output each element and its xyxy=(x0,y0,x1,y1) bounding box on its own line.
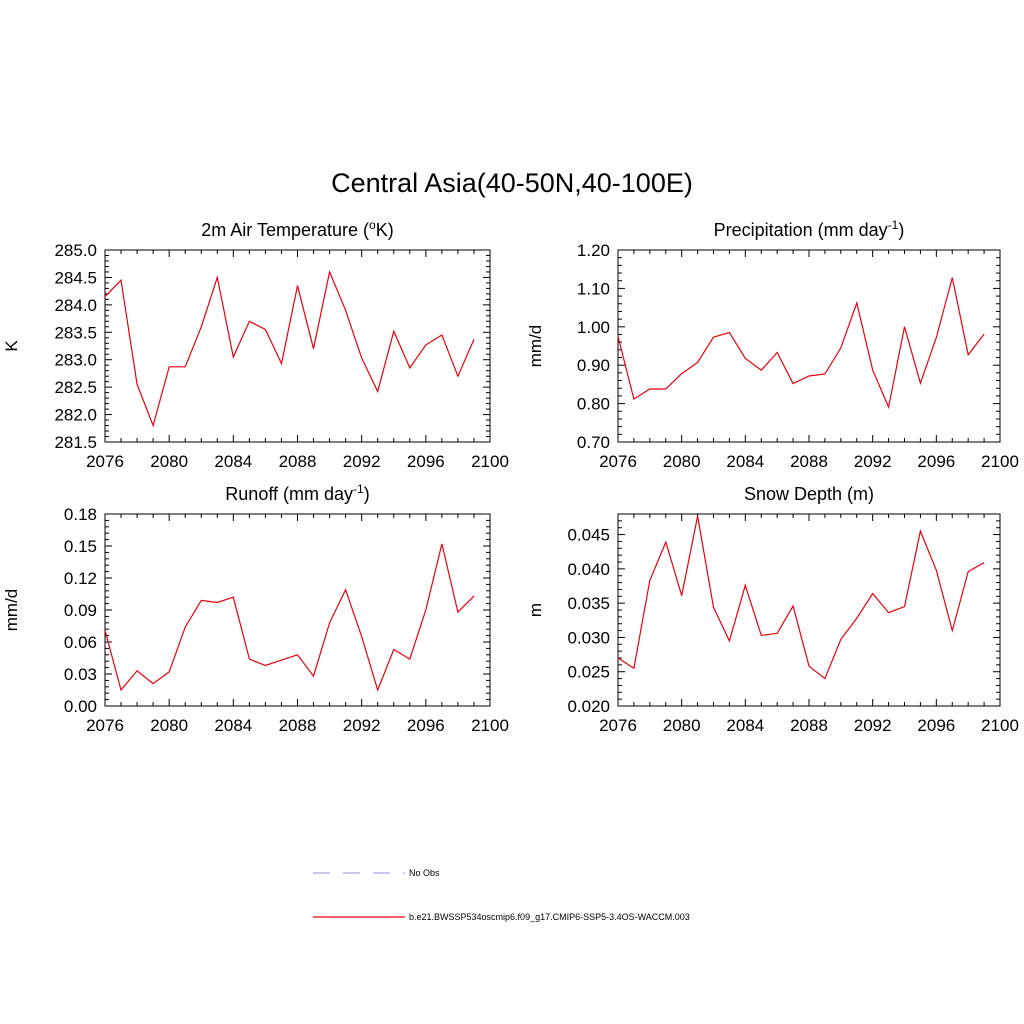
series-line xyxy=(104,269,475,428)
legend-item: b.e21.BWSSP534oscmip6.f09_g17.CMIP6-SSP5… xyxy=(313,912,690,922)
panel-title: Snow Depth (m) xyxy=(744,484,874,504)
y-tick-label: 0.00 xyxy=(64,697,97,716)
series-line xyxy=(617,277,985,410)
x-tick-label: 2092 xyxy=(854,452,892,471)
y-tick-label: 0.80 xyxy=(577,395,610,414)
series-line xyxy=(104,543,475,692)
plot-frame xyxy=(104,249,491,443)
x-tick-label: 2096 xyxy=(407,452,445,471)
y-tick-label: 0.020 xyxy=(567,697,610,716)
panel-runoff: 2076 2080 2084 2088 2092 2096 2100 0.18 0.15 0.12… xyxy=(2,482,509,735)
x-tick-label: 2084 xyxy=(726,452,764,471)
y-tick-label: 0.045 xyxy=(567,526,610,545)
panel-title: Precipitation (mm day-1) xyxy=(714,218,905,240)
x-tick-label: 2080 xyxy=(663,716,701,735)
y-tick-label: 0.040 xyxy=(567,560,610,579)
y-tick-label: 0.025 xyxy=(567,663,610,682)
y-tick-label: 282.0 xyxy=(54,406,97,425)
y-tick-label: 0.15 xyxy=(64,537,97,556)
x-tick-label: 2092 xyxy=(854,716,892,735)
legend: No Obs b.e21.BWSSP534oscmip6.f09_g17.CMIP… xyxy=(313,868,690,922)
y-tick-label: 0.18 xyxy=(64,505,97,524)
x-tick-label: 2092 xyxy=(343,452,381,471)
y-axis-label: mm/d xyxy=(2,589,21,632)
y-tick-label: 0.030 xyxy=(567,628,610,647)
chart-panels: 2076 2080 2084 2088 2092 2096 2100 285.0 284.5 28… xyxy=(2,218,1019,735)
x-tick-label: 2088 xyxy=(279,452,317,471)
x-tick-label: 2096 xyxy=(917,452,955,471)
x-tick-label: 2096 xyxy=(917,716,955,735)
y-tick-label: 282.5 xyxy=(54,378,97,397)
y-axis-label: K xyxy=(2,340,21,352)
panel-temperature: 2076 2080 2084 2088 2092 2096 2100 285.0 284.5 28… xyxy=(2,218,509,471)
x-tick-label: 2088 xyxy=(790,452,828,471)
y-tick-label: 285.0 xyxy=(54,241,97,260)
y-tick-label: 0.12 xyxy=(64,569,97,588)
y-tick-label: 0.03 xyxy=(64,665,97,684)
y-tick-label: 284.0 xyxy=(54,296,97,315)
y-axis-label: mm/d xyxy=(526,325,545,368)
y-tick-label: 281.5 xyxy=(54,433,97,452)
x-tick-label: 2084 xyxy=(214,452,252,471)
x-tick-label: 2100 xyxy=(981,716,1019,735)
x-tick-label: 2100 xyxy=(471,716,509,735)
panel-title: 2m Air Temperature (oK) xyxy=(201,218,393,240)
x-tick-label: 2076 xyxy=(599,452,637,471)
plot-frame xyxy=(617,513,1001,707)
x-tick-label: 2088 xyxy=(279,716,317,735)
x-tick-label: 2096 xyxy=(407,716,445,735)
y-tick-label: 0.06 xyxy=(64,633,97,652)
y-tick-label: 1.00 xyxy=(577,318,610,337)
x-tick-label: 2080 xyxy=(150,716,188,735)
y-tick-label: 283.5 xyxy=(54,323,97,342)
y-tick-label: 0.90 xyxy=(577,356,610,375)
panel-precipitation: 2076 2080 2084 2088 2092 2096 2100 1.20 1.10 1.00… xyxy=(526,218,1019,471)
x-tick-label: 2092 xyxy=(343,716,381,735)
y-tick-label: 0.035 xyxy=(567,594,610,613)
y-tick-label: 284.5 xyxy=(54,268,97,287)
x-tick-label: 2100 xyxy=(981,452,1019,471)
panel-title: Runoff (mm day-1) xyxy=(225,482,369,504)
y-tick-label: 283.0 xyxy=(54,351,97,370)
x-tick-label: 2076 xyxy=(86,716,124,735)
x-tick-label: 2076 xyxy=(86,452,124,471)
x-tick-label: 2084 xyxy=(214,716,252,735)
x-tick-label: 2080 xyxy=(150,452,188,471)
x-tick-label: 2076 xyxy=(599,716,637,735)
x-tick-label: 2100 xyxy=(471,452,509,471)
figure-title: Central Asia(40-50N,40-100E) xyxy=(331,168,693,198)
panel-snow-depth: 2076 2080 2084 2088 2092 2096 2100 0.045 0.040 0.… xyxy=(526,484,1019,735)
y-tick-label: 1.20 xyxy=(577,241,610,260)
y-axis-label: m xyxy=(526,603,545,617)
legend-label: b.e21.BWSSP534oscmip6.f09_g17.CMIP6-SSP5… xyxy=(409,912,690,922)
plot-frame xyxy=(617,249,1001,443)
y-tick-label: 1.10 xyxy=(577,279,610,298)
y-tick-label: 0.70 xyxy=(577,433,610,452)
x-tick-label: 2080 xyxy=(663,452,701,471)
y-tick-label: 0.09 xyxy=(64,601,97,620)
x-tick-label: 2088 xyxy=(790,716,828,735)
x-tick-label: 2084 xyxy=(726,716,764,735)
series-line xyxy=(617,515,985,680)
legend-label: No Obs xyxy=(409,868,440,878)
legend-item: No Obs xyxy=(313,868,440,878)
